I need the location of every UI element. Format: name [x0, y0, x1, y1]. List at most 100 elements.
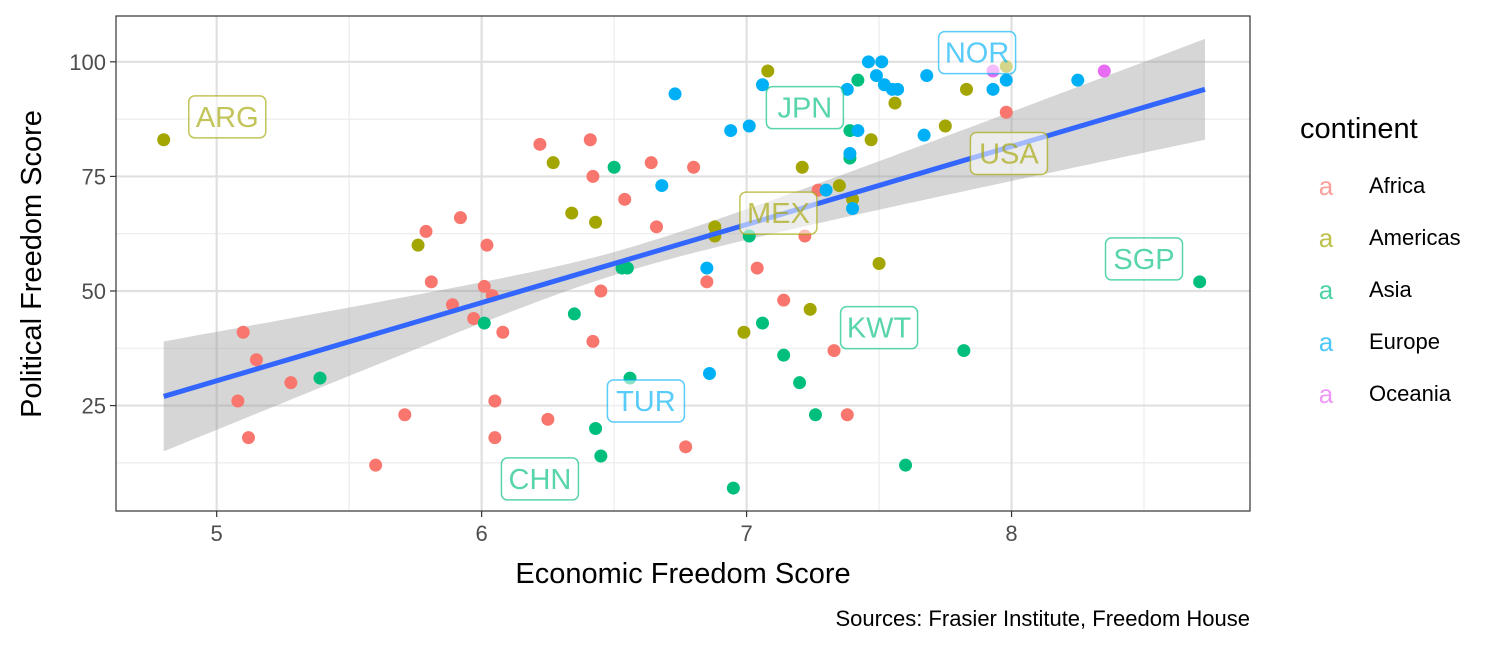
country-label-text: JPN	[777, 93, 832, 125]
data-point-europe	[655, 179, 669, 193]
country-label-box	[839, 305, 919, 350]
country-label-jpn: JPN	[765, 85, 845, 130]
data-point-americas	[565, 206, 579, 220]
data-point-asia	[1193, 275, 1207, 289]
country-label-sgp: SGP	[1104, 237, 1184, 281]
legend-item-label: Europe	[1369, 329, 1440, 354]
legend-item-americas: a Americas	[1319, 223, 1461, 253]
legend-item-oceania: a Oceania	[1319, 379, 1452, 409]
data-point-asia	[620, 261, 634, 275]
country-label-box	[739, 191, 818, 235]
y-tick-label: 100	[69, 50, 106, 75]
data-point-asia	[851, 73, 865, 87]
x-tick-label: 8	[1005, 521, 1017, 546]
data-point-europe	[986, 82, 1000, 96]
caption: Sources: Frasier Institute, Freedom Hous…	[836, 606, 1251, 631]
x-axis-label: Economic Freedom Score	[515, 558, 850, 590]
data-point-africa	[467, 312, 481, 325]
data-point-africa	[249, 353, 263, 367]
data-point-asia	[808, 408, 822, 422]
data-points	[157, 55, 1207, 495]
legend: continent a Africa a Americas a Asia a Europe a O…	[1300, 113, 1461, 409]
country-label-box	[606, 379, 686, 423]
data-point-asia	[726, 481, 740, 495]
data-point-africa	[453, 211, 467, 225]
data-point-asia	[477, 316, 491, 330]
data-point-africa	[424, 275, 438, 289]
country-label-chn: CHN	[500, 457, 580, 501]
data-point-asia	[567, 307, 581, 321]
data-point-africa	[488, 394, 502, 408]
data-point-asia	[793, 376, 807, 390]
data-point-africa	[583, 133, 597, 147]
data-point-africa	[419, 224, 433, 238]
data-point-europe	[920, 69, 934, 83]
data-point-europe	[846, 202, 860, 215]
data-point-africa	[241, 431, 255, 445]
country-label-box	[500, 457, 580, 501]
x-tick-label: 5	[211, 521, 223, 546]
data-point-asia	[313, 371, 327, 385]
data-point-asia	[899, 458, 913, 472]
data-point-africa	[586, 334, 600, 348]
data-point-europe	[724, 124, 738, 138]
data-point-africa	[369, 458, 383, 472]
legend-key-glyph: a	[1319, 275, 1334, 305]
data-point-oceania	[1097, 64, 1111, 78]
country-labels: ARG JPN NOR USA MEX SGP KWT TUR CHN	[188, 30, 1184, 501]
country-label-text: CHN	[509, 464, 572, 496]
data-point-europe	[819, 183, 833, 197]
legend-key-glyph: a	[1319, 223, 1334, 253]
country-label-box	[937, 30, 1017, 75]
data-point-africa	[999, 105, 1013, 119]
legend-title: continent	[1300, 113, 1418, 145]
data-point-africa	[488, 431, 502, 445]
data-point-africa	[477, 279, 491, 293]
country-label-text: MEX	[747, 198, 810, 230]
legend-item-label: Asia	[1369, 277, 1413, 302]
data-point-africa	[496, 325, 510, 339]
legend-key-glyph: a	[1319, 379, 1334, 409]
country-label-text: USA	[979, 139, 1039, 171]
data-point-africa	[398, 408, 412, 422]
major-gridlines	[116, 16, 1250, 511]
data-point-asia	[957, 344, 971, 358]
data-point-americas	[888, 96, 902, 110]
minor-gridlines	[116, 16, 1250, 511]
data-point-asia	[755, 316, 769, 330]
data-point-asia	[589, 422, 603, 435]
data-point-europe	[917, 128, 931, 142]
data-point-europe	[999, 73, 1013, 87]
country-label-tur: TUR	[606, 379, 686, 423]
data-point-europe	[869, 69, 883, 83]
data-point-asia	[777, 348, 791, 362]
data-point-europe	[755, 78, 769, 92]
data-point-africa	[644, 156, 658, 170]
data-point-africa	[840, 408, 854, 422]
country-label-text: SGP	[1113, 244, 1174, 276]
data-point-europe	[702, 367, 716, 380]
data-point-asia	[594, 449, 608, 463]
legend-item-label: Americas	[1369, 225, 1461, 250]
plot-panel-border	[115, 15, 1251, 512]
data-point-europe	[851, 124, 865, 138]
country-label-usa: USA	[969, 131, 1049, 176]
country-label-arg: ARG	[188, 95, 267, 139]
x-axis-ticks: 5 6 7 8	[211, 511, 1018, 546]
data-point-americas	[546, 156, 560, 170]
data-point-europe	[861, 55, 875, 69]
data-point-africa	[750, 261, 764, 275]
country-label-kwt: KWT	[839, 305, 919, 350]
country-label-text: ARG	[196, 102, 259, 134]
country-label-text: KWT	[847, 313, 912, 345]
data-point-africa	[284, 376, 298, 390]
data-point-africa	[777, 293, 791, 307]
data-point-africa	[679, 440, 693, 454]
data-point-europe	[742, 119, 756, 133]
data-point-africa	[480, 238, 494, 252]
data-point-europe	[843, 147, 857, 160]
data-point-americas	[411, 238, 425, 252]
country-label-box	[188, 95, 267, 139]
data-point-africa	[541, 412, 555, 426]
